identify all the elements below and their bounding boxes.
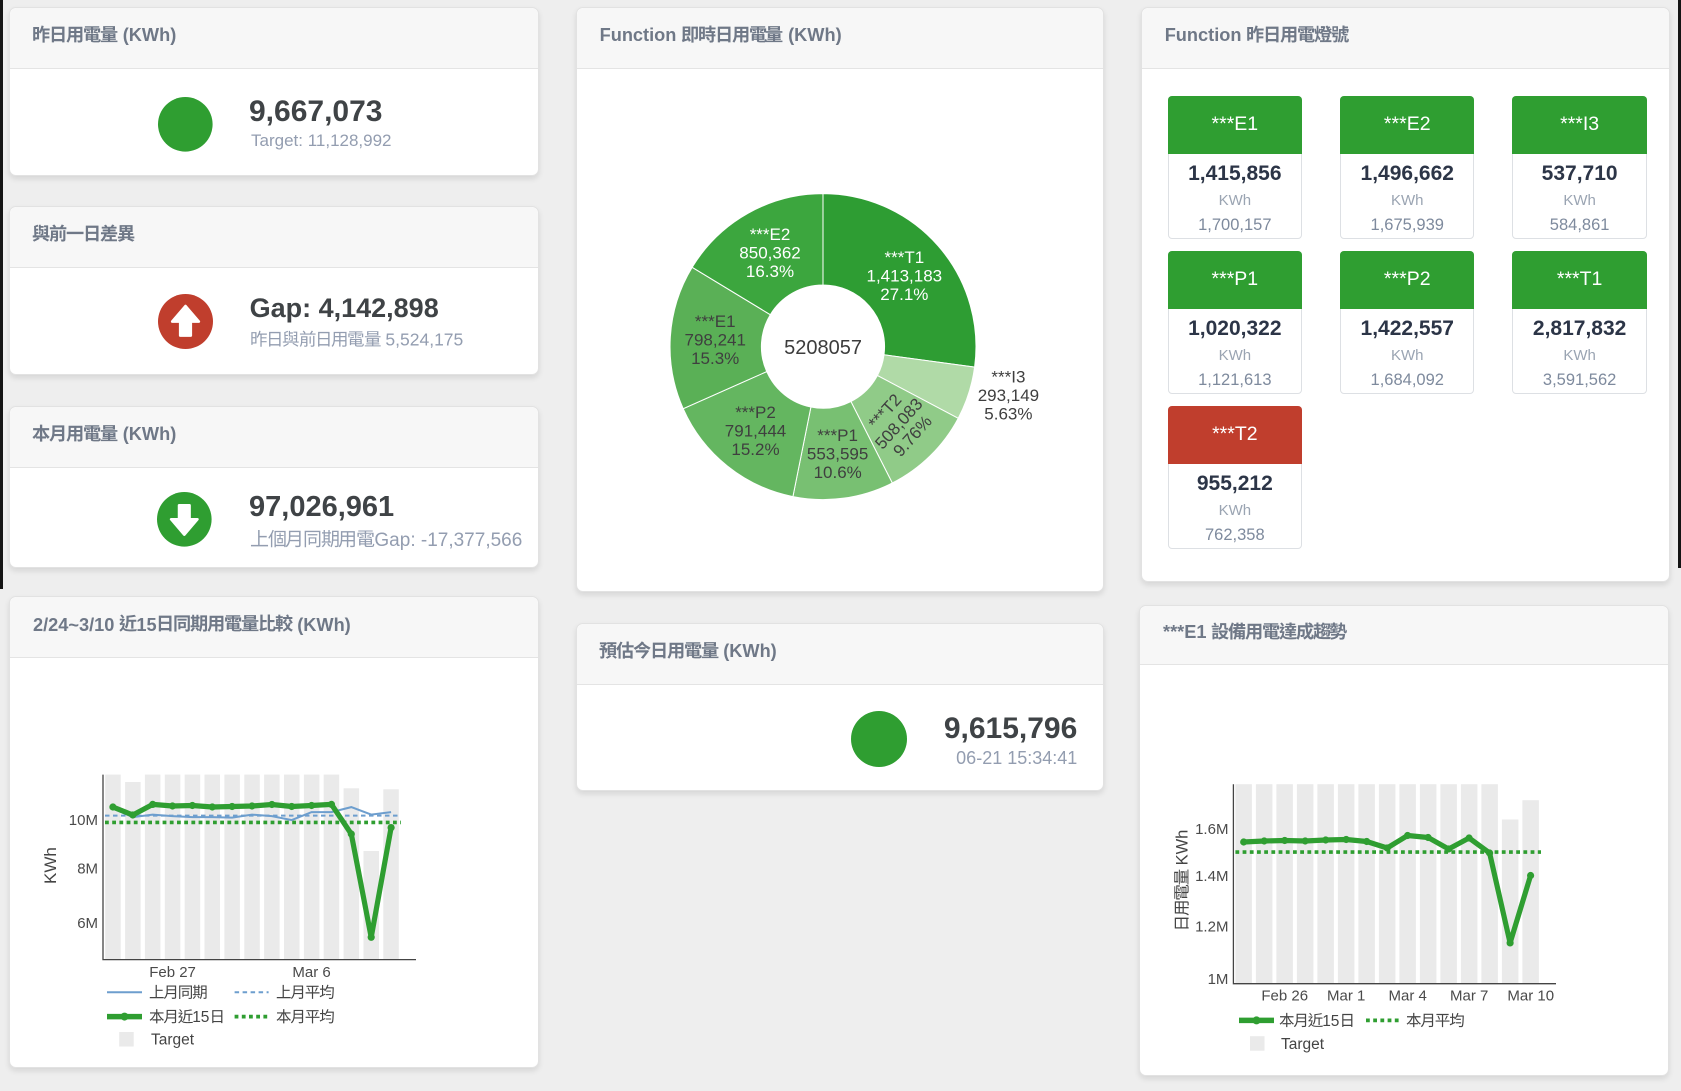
svg-text:5208057: 5208057 <box>784 337 862 359</box>
svg-text:1M: 1M <box>1208 971 1229 988</box>
svg-text:6M: 6M <box>77 915 98 932</box>
svg-text:15.2%: 15.2% <box>731 440 779 459</box>
svg-text:KWh: KWh <box>1174 829 1192 869</box>
svg-text:***E2: ***E2 <box>749 225 790 244</box>
svg-text:15: 15 <box>192 1009 209 1026</box>
svg-text:10M: 10M <box>69 812 98 829</box>
svg-text:Feb 27: Feb 27 <box>149 964 196 981</box>
svg-text:1.6M: 1.6M <box>1195 821 1228 838</box>
svg-text:Mar 7: Mar 7 <box>1450 987 1488 1004</box>
svg-text:791,444: 791,444 <box>724 422 785 441</box>
svg-text:16.3%: 16.3% <box>745 262 793 281</box>
svg-text:293,149: 293,149 <box>977 386 1038 405</box>
svg-text:Mar 4: Mar 4 <box>1389 987 1427 1004</box>
svg-text:10.6%: 10.6% <box>813 463 861 482</box>
svg-text:KWh: KWh <box>41 848 60 885</box>
svg-text:27.1%: 27.1% <box>880 285 928 304</box>
svg-text:Feb 26: Feb 26 <box>1261 987 1308 1004</box>
svg-text:5.63%: 5.63% <box>984 404 1032 423</box>
svg-text:850,362: 850,362 <box>739 243 800 262</box>
svg-text:1,413,183: 1,413,183 <box>866 266 942 285</box>
svg-text:Mar 10: Mar 10 <box>1507 987 1554 1004</box>
svg-text:Target: Target <box>1281 1035 1325 1052</box>
svg-text:***E1: ***E1 <box>694 312 735 331</box>
svg-text:***I3: ***I3 <box>991 367 1025 386</box>
svg-text:1.4M: 1.4M <box>1195 867 1228 884</box>
svg-text:Mar 6: Mar 6 <box>292 964 330 981</box>
svg-text:798,241: 798,241 <box>684 331 745 350</box>
svg-text:***T1: ***T1 <box>884 248 924 267</box>
svg-text:Mar 1: Mar 1 <box>1327 987 1365 1004</box>
svg-text:15: 15 <box>1322 1012 1339 1029</box>
svg-text:15.3%: 15.3% <box>691 349 739 368</box>
svg-text:8M: 8M <box>77 861 98 878</box>
svg-text:Target: Target <box>151 1032 195 1049</box>
svg-text:***P2: ***P2 <box>735 403 776 422</box>
svg-text:***P1: ***P1 <box>817 426 858 445</box>
svg-text:553,595: 553,595 <box>806 444 867 463</box>
svg-text:1.2M: 1.2M <box>1195 918 1228 935</box>
